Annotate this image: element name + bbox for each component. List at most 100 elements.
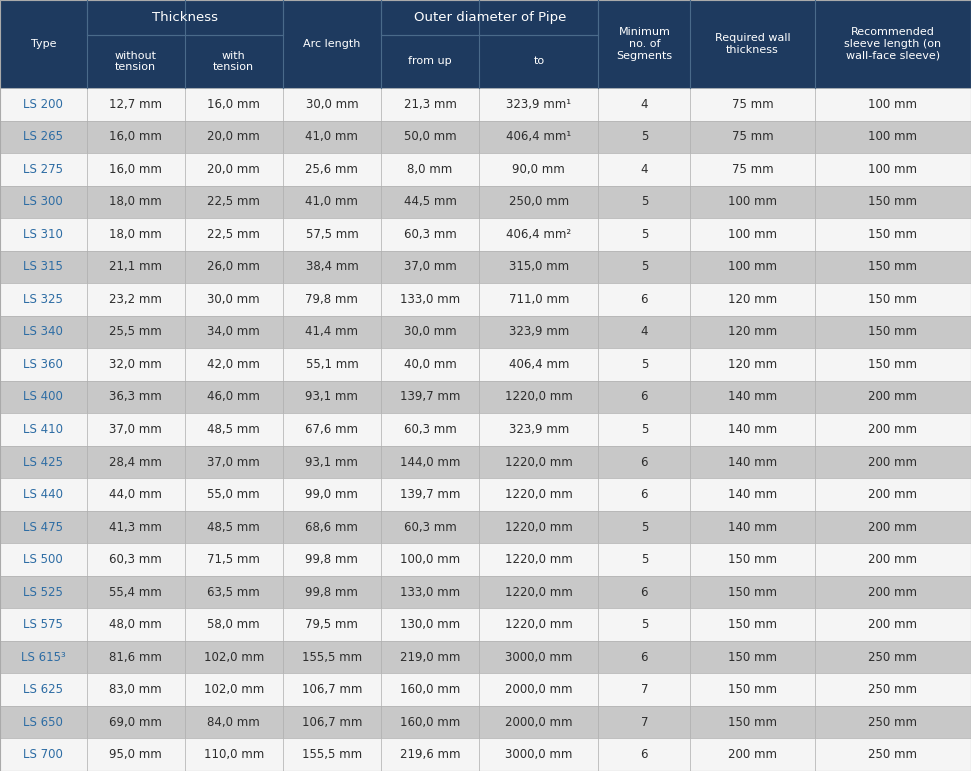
Bar	[381, 251, 479, 283]
Bar	[184, 413, 283, 446]
Bar	[86, 576, 184, 608]
Text: 67,6 mm: 67,6 mm	[306, 423, 358, 436]
Bar	[381, 153, 479, 186]
Bar	[381, 739, 479, 771]
Bar	[0, 315, 86, 348]
Text: 200 mm: 200 mm	[868, 520, 918, 534]
Text: 150 mm: 150 mm	[728, 586, 777, 598]
Bar	[0, 641, 86, 673]
Bar	[86, 544, 184, 576]
Text: 140 mm: 140 mm	[728, 488, 777, 501]
Bar	[283, 608, 381, 641]
Text: LS 300: LS 300	[23, 195, 63, 208]
Bar	[479, 218, 598, 251]
Bar	[479, 446, 598, 478]
Text: 95,0 mm: 95,0 mm	[110, 748, 162, 761]
Bar	[479, 739, 598, 771]
Text: 44,0 mm: 44,0 mm	[109, 488, 162, 501]
Text: with
tension: with tension	[214, 51, 254, 72]
Bar	[598, 511, 690, 544]
Text: 21,3 mm: 21,3 mm	[404, 98, 456, 111]
Text: 6: 6	[641, 390, 648, 403]
Text: 41,0 mm: 41,0 mm	[306, 195, 358, 208]
Bar	[86, 446, 184, 478]
Bar	[815, 641, 971, 673]
Text: 83,0 mm: 83,0 mm	[110, 683, 162, 696]
Text: 5: 5	[641, 618, 648, 631]
Text: 406,4 mm: 406,4 mm	[509, 358, 569, 371]
Text: 1220,0 mm: 1220,0 mm	[505, 390, 573, 403]
Text: Recommended
sleeve length (on
wall-face sleeve): Recommended sleeve length (on wall-face …	[845, 28, 942, 61]
Bar	[690, 706, 815, 739]
Text: 1220,0 mm: 1220,0 mm	[505, 618, 573, 631]
Bar	[598, 218, 690, 251]
Text: 1220,0 mm: 1220,0 mm	[505, 488, 573, 501]
Bar	[381, 641, 479, 673]
Bar	[598, 446, 690, 478]
Text: 55,4 mm: 55,4 mm	[110, 586, 162, 598]
Bar	[0, 120, 86, 153]
Bar	[815, 739, 971, 771]
Text: 160,0 mm: 160,0 mm	[400, 683, 460, 696]
Text: 315,0 mm: 315,0 mm	[509, 261, 569, 274]
Text: LS 410: LS 410	[23, 423, 63, 436]
Text: 41,4 mm: 41,4 mm	[306, 325, 358, 338]
Text: 28,4 mm: 28,4 mm	[109, 456, 162, 469]
Text: 26,0 mm: 26,0 mm	[208, 261, 260, 274]
Bar	[0, 251, 86, 283]
Text: 250 mm: 250 mm	[868, 651, 918, 664]
Bar	[598, 283, 690, 315]
Text: LS 315: LS 315	[23, 261, 63, 274]
Text: 200 mm: 200 mm	[868, 553, 918, 566]
Bar	[86, 739, 184, 771]
Text: LS 475: LS 475	[23, 520, 63, 534]
Bar	[690, 348, 815, 381]
Text: 30,0 mm: 30,0 mm	[306, 98, 358, 111]
Text: 100 mm: 100 mm	[728, 261, 777, 274]
Bar	[283, 673, 381, 706]
Bar	[184, 251, 283, 283]
Bar	[283, 511, 381, 544]
Text: Thickness: Thickness	[151, 11, 218, 24]
Bar	[690, 283, 815, 315]
Bar	[598, 88, 690, 120]
Bar	[690, 88, 815, 120]
Text: LS 310: LS 310	[23, 228, 63, 241]
Bar	[86, 706, 184, 739]
Bar	[283, 706, 381, 739]
Bar	[283, 413, 381, 446]
Text: 23,2 mm: 23,2 mm	[109, 293, 162, 306]
Bar	[381, 218, 479, 251]
Bar	[479, 186, 598, 218]
Bar	[598, 153, 690, 186]
Text: 1220,0 mm: 1220,0 mm	[505, 520, 573, 534]
Bar	[184, 608, 283, 641]
Bar	[598, 544, 690, 576]
Bar	[0, 218, 86, 251]
Bar	[479, 413, 598, 446]
Bar	[479, 673, 598, 706]
Text: Required wall
thickness: Required wall thickness	[715, 33, 790, 55]
Text: 69,0 mm: 69,0 mm	[109, 715, 162, 729]
Bar	[815, 120, 971, 153]
Bar	[479, 608, 598, 641]
Bar	[598, 739, 690, 771]
Bar	[86, 608, 184, 641]
Text: 55,0 mm: 55,0 mm	[208, 488, 260, 501]
Text: 5: 5	[641, 130, 648, 143]
Bar	[283, 283, 381, 315]
Text: 323,9 mm: 323,9 mm	[509, 423, 569, 436]
Bar	[598, 186, 690, 218]
Text: 60,3 mm: 60,3 mm	[404, 423, 456, 436]
Bar	[283, 381, 381, 413]
Bar	[690, 218, 815, 251]
Text: Minimum
no. of
Segments: Minimum no. of Segments	[617, 28, 672, 61]
Bar	[598, 315, 690, 348]
Text: 99,8 mm: 99,8 mm	[306, 553, 358, 566]
Text: 90,0 mm: 90,0 mm	[513, 163, 565, 176]
Bar	[690, 446, 815, 478]
Text: 41,3 mm: 41,3 mm	[109, 520, 162, 534]
Text: 18,0 mm: 18,0 mm	[110, 228, 162, 241]
Bar	[86, 381, 184, 413]
Text: 106,7 mm: 106,7 mm	[302, 715, 362, 729]
